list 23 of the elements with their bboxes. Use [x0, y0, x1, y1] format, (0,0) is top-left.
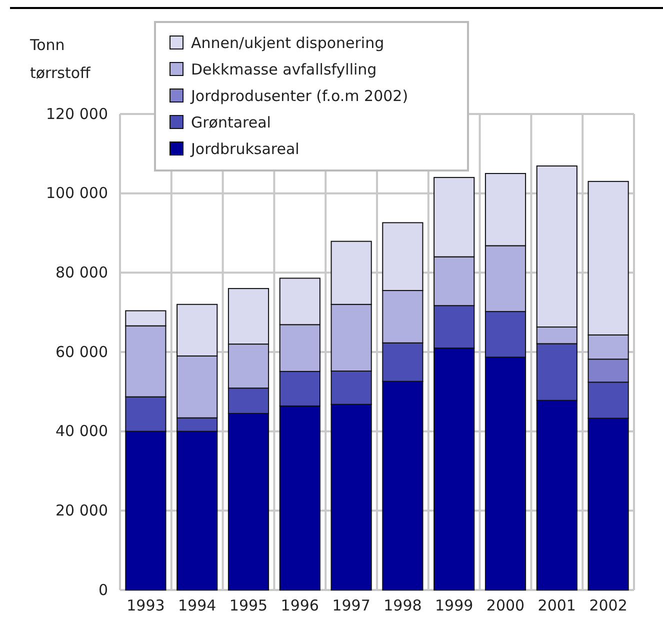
legend-label: Grøntareal	[191, 114, 271, 132]
legend-label: Jordprodusenter (f.o.m 2002)	[190, 87, 408, 105]
y-tick-label: 100 000	[46, 184, 108, 202]
x-tick-label: 1997	[332, 596, 370, 615]
x-tick-label: 1994	[178, 596, 216, 615]
x-tick-label: 1996	[280, 596, 319, 615]
y-tick-label: 20 000	[56, 501, 108, 520]
x-tick-label: 1999	[435, 596, 474, 615]
legend-label: Dekkmasse avfallsfylling	[191, 60, 377, 78]
x-tick-label: 1993	[126, 596, 165, 615]
y-tick-label: 60 000	[56, 342, 108, 361]
y-tick-label: 0	[98, 580, 108, 599]
legend-label: Annen/ukjent disponering	[191, 34, 384, 52]
y-tick-label: 120 000	[46, 104, 108, 123]
x-tick-label: 1998	[384, 596, 422, 615]
x-tick-label: 2000	[486, 596, 525, 615]
x-tick-label: 2002	[589, 596, 628, 615]
y-tick-label: 40 000	[56, 422, 108, 440]
x-tick-label: 2001	[538, 596, 576, 615]
y-tick-label: 80 000	[56, 263, 108, 282]
y-axis-title: Tonn tørrstoff	[29, 36, 91, 82]
legend-label: Jordbruksareal	[190, 140, 300, 158]
x-tick-label: 1995	[229, 596, 268, 615]
